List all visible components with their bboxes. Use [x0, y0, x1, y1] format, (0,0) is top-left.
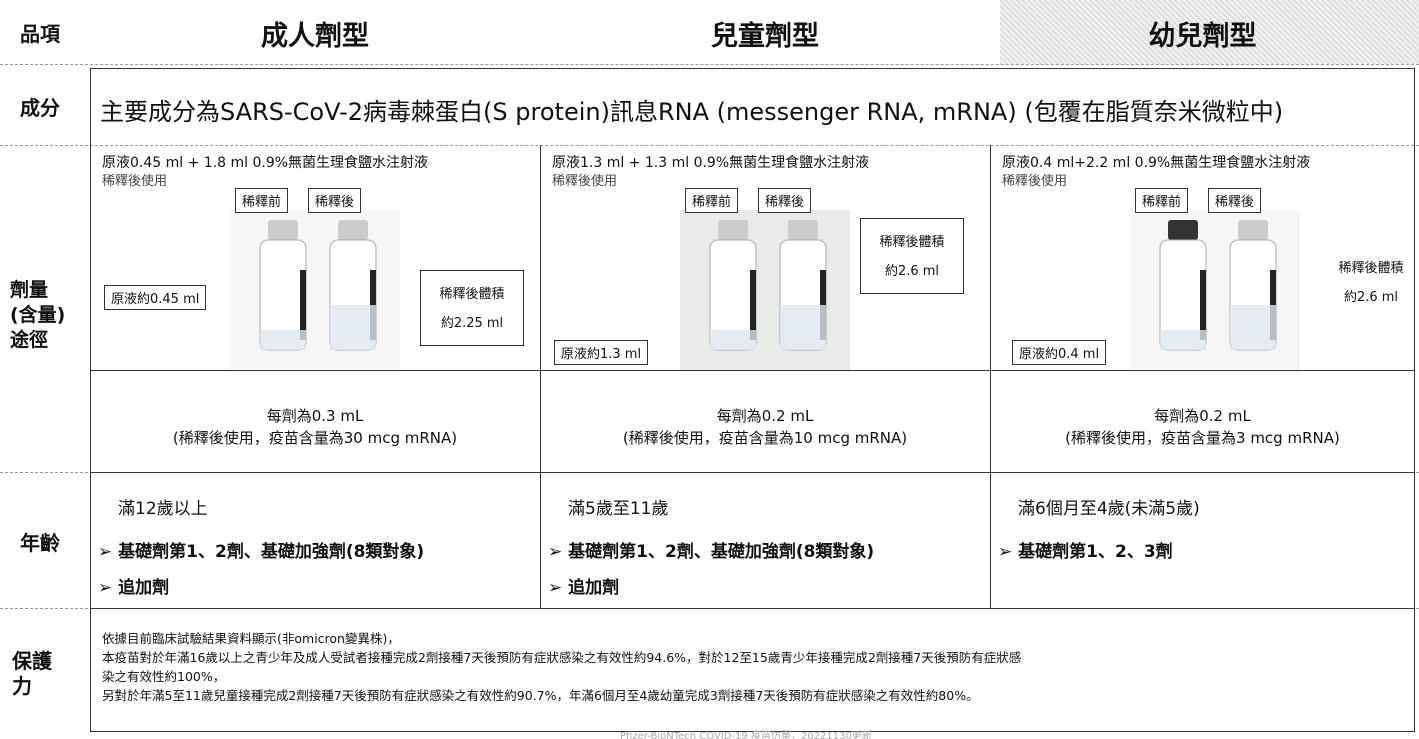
content: (稀釋後使用，疫苗含量為3 mcg mRNA)	[1065, 429, 1340, 447]
protection-line: 另對於年滿5至11歲兒童接種完成2劑接種7天後預防有症狀感染之有效性約90.7%…	[102, 688, 979, 703]
col-line	[540, 145, 541, 608]
row-label: 保護	[12, 649, 52, 673]
row-line	[90, 472, 1415, 473]
age-item: 基礎劑第1、2劑、基礎加強劑(8類對象)	[548, 537, 874, 562]
ingredient-text: 主要成分為SARS-CoV-2病毒棘蛋白(S protein)訊息RNA (me…	[100, 98, 1284, 126]
volume-box: 稀釋後體積約2.6 ml	[1320, 245, 1419, 319]
age-title: 滿12歲以上	[118, 499, 208, 519]
volume-label: 稀釋後體積	[439, 287, 505, 302]
column-title: 兒童劑型	[711, 21, 819, 52]
per-dose: 每劑為0.2 mL	[1154, 407, 1251, 425]
preparation: 原液0.45 ml + 1.8 ml 0.9%無菌生理食鹽水注射液	[102, 155, 429, 171]
per-dose: 每劑為0.3 mL	[266, 407, 364, 425]
protection-line: 依據目前臨床試驗結果資料顯示(非omicron變異株)，	[102, 631, 400, 646]
preparation: 原液1.3 ml + 1.3 ml 0.9%無菌生理食鹽水注射液	[552, 155, 870, 171]
column-title: 幼兒劑型	[1148, 21, 1257, 52]
note: 稀釋後使用	[102, 174, 168, 189]
row-label: 成分	[20, 96, 60, 120]
age-title: 滿6個月至4歲(未滿5歲)	[1018, 499, 1200, 519]
label-before: 稀釋前	[235, 188, 289, 213]
row-line	[0, 64, 1419, 65]
protection-line: 本疫苗對於年滿16歲以上之青少年及成人受試者接種完成2劑接種7天後預防有症狀感染…	[102, 650, 1022, 665]
vial-image	[680, 210, 850, 370]
row-label: 劑量	[10, 279, 49, 301]
row-label: 途徑	[10, 329, 49, 351]
stock-label: 原液約1.3 ml	[554, 340, 649, 365]
age-item: 追加劑	[98, 573, 169, 598]
table-frame	[90, 68, 1415, 732]
age-title: 滿5歲至11歲	[568, 499, 669, 519]
vial-image	[230, 210, 400, 370]
column-title: 成人劑型	[261, 21, 369, 52]
protection-line: 染之有效性約100%，	[102, 669, 226, 684]
label-after: 稀釋後	[308, 188, 362, 213]
row-label: 年齡	[20, 531, 60, 555]
note: 稀釋後使用	[552, 174, 618, 189]
volume: 約2.6 ml	[1343, 290, 1399, 305]
content: (稀釋後使用，疫苗含量為30 mcg mRNA)	[172, 429, 458, 447]
volume: 約2.25 ml	[440, 316, 504, 331]
row-label: 品項	[20, 22, 60, 46]
note: 稀釋後使用	[1002, 174, 1068, 189]
preparation: 原液0.4 ml+2.2 ml 0.9%無菌生理食鹽水注射液	[1002, 155, 1311, 171]
age-item: 追加劑	[548, 573, 619, 598]
col-line	[990, 145, 991, 608]
per-dose: 每劑為0.2 mL	[716, 407, 814, 425]
label-after: 稀釋後	[1208, 188, 1262, 213]
volume-box: 稀釋後體積約2.25 ml	[420, 270, 524, 346]
content: (稀釋後使用，疫苗含量為10 mcg mRNA)	[622, 429, 908, 447]
label-before: 稀釋前	[1135, 188, 1189, 213]
row-line	[90, 608, 1415, 609]
stock-label: 原液約0.4 ml	[1012, 340, 1107, 365]
header-shade	[1000, 0, 1419, 64]
row-line	[0, 145, 1419, 146]
label-after: 稀釋後	[758, 188, 812, 213]
row-label: 力	[12, 674, 32, 698]
row-label: (含量)	[10, 304, 66, 326]
age-item: 基礎劑第1、2劑、基礎加強劑(8類對象)	[98, 537, 424, 562]
vial-image	[1130, 210, 1300, 370]
footer: Pfizer-BioNTech COVID-19 疫苗仿單，20221130更新	[620, 731, 872, 739]
volume: 約2.6 ml	[884, 264, 940, 279]
row-line	[90, 370, 1415, 371]
age-item: 基礎劑第1、2、3劑	[998, 537, 1173, 562]
volume-label: 稀釋後體積	[1338, 261, 1404, 276]
label-before: 稀釋前	[685, 188, 739, 213]
volume-label: 稀釋後體積	[879, 235, 945, 250]
volume-box: 稀釋後體積約2.6 ml	[860, 218, 964, 294]
stock-label: 原液約0.45 ml	[104, 285, 207, 310]
